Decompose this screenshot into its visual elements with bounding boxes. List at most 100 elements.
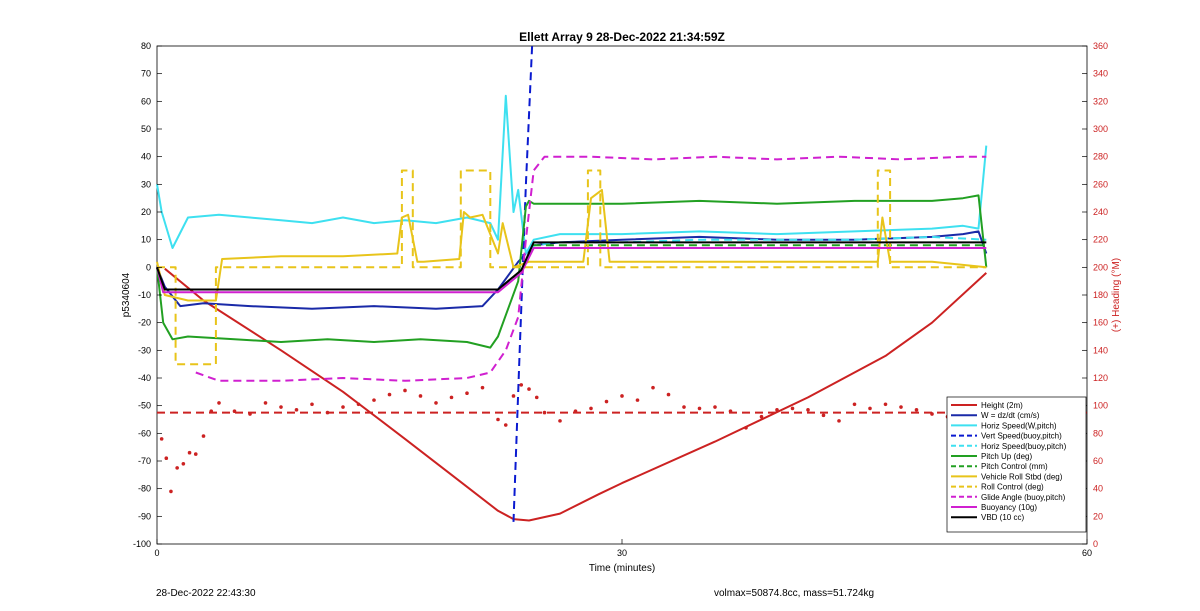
footer-info: volmax=50874.8cc, mass=51.724kg bbox=[714, 588, 875, 599]
heading-point bbox=[465, 391, 469, 396]
footer-timestamp: 28-Dec-2022 22:43:30 bbox=[156, 588, 256, 599]
legend-label: Vert Speed(buoy,pitch) bbox=[981, 432, 1062, 441]
y-tick-label: 50 bbox=[141, 124, 151, 134]
heading-point bbox=[759, 414, 764, 419]
legend-box bbox=[946, 396, 1087, 533]
heading-point bbox=[666, 392, 671, 397]
heading-point bbox=[480, 385, 485, 390]
series-line-height-2m bbox=[164, 267, 987, 522]
heading-point bbox=[697, 406, 702, 411]
heading-point bbox=[341, 405, 345, 409]
legend-label: VBD (10 cc) bbox=[981, 513, 1024, 522]
heading-point bbox=[821, 413, 826, 418]
y-tick-label: -70 bbox=[138, 456, 151, 466]
y-tick-label: -20 bbox=[138, 318, 151, 328]
heading-point bbox=[806, 408, 810, 412]
y-right-tick-label: 40 bbox=[1093, 484, 1103, 494]
heading-point bbox=[403, 388, 407, 393]
y-right-tick-label: 240 bbox=[1093, 207, 1108, 217]
heading-point bbox=[635, 398, 640, 402]
y-tick-label: 20 bbox=[141, 207, 151, 217]
heading-point bbox=[651, 385, 655, 390]
y-right-tick-label: 0 bbox=[1093, 539, 1098, 549]
heading-point bbox=[372, 398, 376, 402]
y-tick-label: -40 bbox=[138, 373, 151, 383]
y-tick-label: 80 bbox=[141, 41, 151, 51]
heading-point bbox=[542, 410, 547, 415]
y-right-tick-label: 20 bbox=[1093, 511, 1103, 521]
heading-point bbox=[620, 394, 624, 398]
heading-point bbox=[868, 406, 872, 411]
heading-point bbox=[187, 450, 192, 455]
series-line-glide-angle-buoy-pitch bbox=[195, 155, 987, 382]
y-right-tick-label: 120 bbox=[1093, 373, 1108, 383]
heading-point bbox=[217, 401, 221, 405]
y-axis-label: p5340604 bbox=[121, 272, 132, 317]
y-right-tick-label: 220 bbox=[1093, 235, 1108, 245]
heading-point bbox=[519, 383, 524, 387]
heading-point bbox=[387, 392, 392, 397]
heading-point bbox=[573, 409, 578, 414]
y-tick-label: -80 bbox=[138, 484, 151, 494]
heading-point bbox=[325, 410, 330, 415]
series-line-horiz-speed-buoy-pitch bbox=[520, 235, 987, 274]
heading-point bbox=[193, 452, 198, 456]
legend-label: Buoyancy (10g) bbox=[981, 503, 1037, 512]
legend-label: Horiz Speed(W,pitch) bbox=[981, 421, 1057, 430]
heading-point bbox=[159, 437, 164, 441]
heading-point bbox=[434, 401, 438, 405]
heading-point bbox=[883, 402, 888, 407]
heading-point bbox=[169, 489, 173, 494]
heading-point bbox=[503, 423, 508, 427]
heading-point bbox=[930, 412, 934, 416]
y-tick-label: -30 bbox=[138, 345, 151, 355]
series-line-horiz-speed-w-pitch bbox=[156, 94, 988, 255]
x-tick-label: 30 bbox=[617, 548, 627, 558]
series-line-vbd-10-cc bbox=[156, 241, 987, 291]
legend-label: Pitch Control (mm) bbox=[981, 462, 1048, 471]
heading-point bbox=[511, 394, 516, 398]
y-tick-label: 0 bbox=[146, 262, 151, 272]
y-tick-label: 40 bbox=[141, 152, 151, 162]
series-line-buoyancy-10g bbox=[156, 247, 987, 294]
heading-point bbox=[558, 419, 562, 423]
x-tick-label: 0 bbox=[154, 548, 159, 558]
y-right-tick-label: 260 bbox=[1093, 179, 1108, 189]
heading-point bbox=[310, 402, 314, 407]
legend-label: Height (2m) bbox=[981, 401, 1023, 410]
heading-point bbox=[899, 405, 903, 409]
legend-label: Vehicle Roll Stbd (deg) bbox=[981, 472, 1063, 481]
y-axis-right-label: (+) Heading (°M) bbox=[1111, 258, 1122, 332]
heading-point bbox=[263, 401, 268, 405]
y-tick-label: -60 bbox=[138, 428, 151, 438]
heading-point bbox=[589, 406, 593, 411]
heading-point bbox=[201, 434, 206, 438]
y-right-tick-label: 60 bbox=[1093, 456, 1103, 466]
legend-label: Pitch Up (deg) bbox=[981, 452, 1032, 461]
heading-point bbox=[279, 405, 283, 409]
heading-point bbox=[534, 395, 539, 400]
heading-point bbox=[418, 394, 423, 398]
y-tick-label: 60 bbox=[141, 96, 151, 106]
heading-point bbox=[604, 399, 609, 404]
heading-point bbox=[496, 417, 500, 422]
legend-label: W = dz/dt (cm/s) bbox=[981, 411, 1040, 420]
series-line-vehicle-roll-stbd-deg bbox=[156, 188, 987, 302]
y-tick-label: -10 bbox=[138, 290, 151, 300]
y-tick-label: -50 bbox=[138, 401, 151, 411]
bottom-axis-ticks: 0 30 60 bbox=[154, 539, 1092, 558]
left-axis-ticks: -100-90-80-70-60-50-40-30-20-10010203040… bbox=[133, 41, 1087, 549]
y-right-tick-label: 320 bbox=[1093, 96, 1108, 106]
heading-point bbox=[837, 419, 841, 423]
heading-point bbox=[449, 395, 454, 400]
y-right-tick-label: 280 bbox=[1093, 152, 1108, 162]
y-tick-label: 70 bbox=[141, 69, 151, 79]
y-right-tick-label: 80 bbox=[1093, 428, 1103, 438]
y-tick-label: -90 bbox=[138, 511, 151, 521]
series-line-pitch-up-deg bbox=[156, 194, 988, 349]
y-right-tick-label: 300 bbox=[1093, 124, 1108, 134]
heading-point bbox=[728, 409, 733, 414]
y-tick-label: -100 bbox=[133, 539, 151, 549]
y-right-tick-label: 100 bbox=[1093, 401, 1108, 411]
heading-point bbox=[175, 466, 179, 470]
